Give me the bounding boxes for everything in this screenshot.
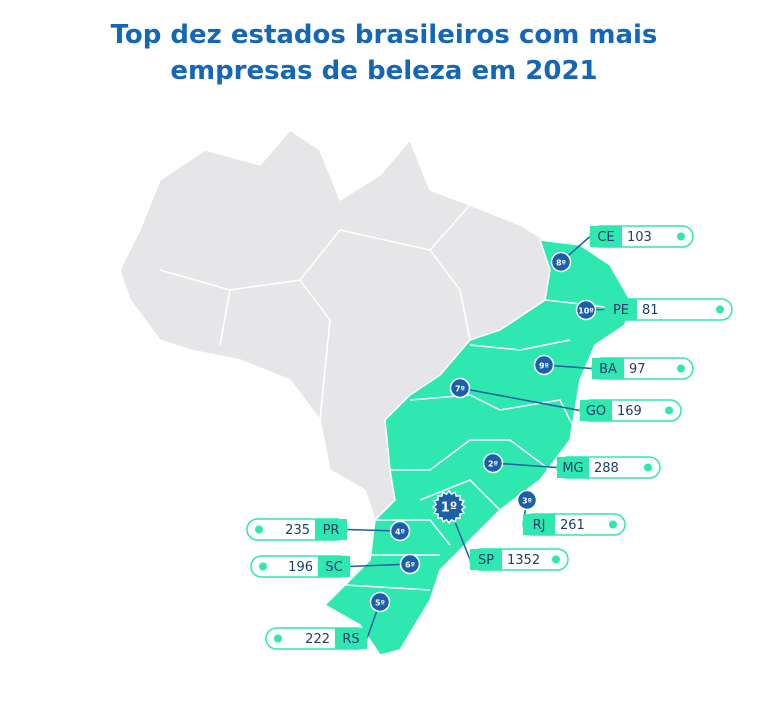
code-box	[470, 549, 502, 570]
state-code: MG	[562, 461, 583, 476]
state-code: BA	[599, 362, 617, 377]
rank-label: 5º	[375, 599, 386, 608]
rank-label: 1º	[441, 501, 457, 516]
state-code: SC	[325, 560, 342, 575]
rank-marker	[575, 299, 597, 321]
title-line: empresas de beleza em 2021	[170, 56, 598, 86]
rank-marker	[550, 251, 572, 273]
connector	[459, 387, 581, 412]
state-code: RS	[342, 632, 359, 647]
rank-label: 9º	[539, 362, 550, 371]
state-value: 103	[627, 230, 652, 245]
pill-icon	[274, 634, 282, 643]
state-value: 97	[629, 362, 646, 377]
pill-icon	[716, 305, 724, 314]
pill-icon	[259, 562, 267, 571]
rank-marker	[369, 591, 391, 613]
rank-marker	[399, 553, 421, 575]
rank-label: 10º	[578, 307, 594, 316]
pill-icon	[677, 232, 685, 241]
rank-label: 8º	[556, 259, 567, 268]
state-code: CE	[597, 230, 614, 245]
code-box	[592, 358, 624, 379]
rank-marker	[389, 520, 411, 542]
rank-label: 3º	[522, 497, 533, 506]
rank-marker	[449, 377, 471, 399]
rank-label: 7º	[455, 385, 466, 394]
code-box	[335, 628, 367, 649]
rank-marker	[533, 354, 555, 376]
code-box	[523, 514, 555, 535]
state-value: 1352	[507, 553, 540, 568]
state-borders	[159, 204, 471, 421]
state-code: GO	[586, 404, 606, 419]
rank-marker	[516, 489, 538, 511]
rank-marker	[482, 452, 504, 474]
code-box	[580, 400, 612, 421]
state-code: PE	[613, 303, 629, 318]
state-value: 235	[285, 523, 310, 538]
state-code: PR	[323, 523, 340, 538]
rank-label: 4º	[395, 528, 406, 537]
state-code: RJ	[533, 518, 546, 533]
pill-icon	[609, 520, 617, 529]
state-value: 196	[288, 560, 313, 575]
rank-label: 2º	[488, 460, 499, 469]
code-box	[315, 519, 347, 540]
code-box	[605, 299, 637, 320]
state-value: 261	[560, 518, 585, 533]
pill-icon	[677, 364, 685, 373]
state-value: 222	[305, 632, 330, 647]
pill-icon	[255, 525, 263, 534]
state-value: 169	[617, 404, 642, 419]
title-line: Top dez estados brasileiros com mais	[110, 20, 658, 50]
code-box	[590, 226, 622, 247]
rank-label: 6º	[405, 561, 416, 570]
state-value: 81	[642, 303, 659, 318]
pill-icon	[665, 406, 673, 415]
state-code: SP	[478, 553, 494, 568]
state-value: 288	[594, 461, 619, 476]
connector	[492, 462, 558, 469]
code-box	[318, 556, 350, 577]
code-box	[557, 457, 589, 478]
pill-icon	[552, 555, 560, 564]
pill-icon	[644, 463, 652, 472]
rank-badge	[431, 489, 467, 525]
